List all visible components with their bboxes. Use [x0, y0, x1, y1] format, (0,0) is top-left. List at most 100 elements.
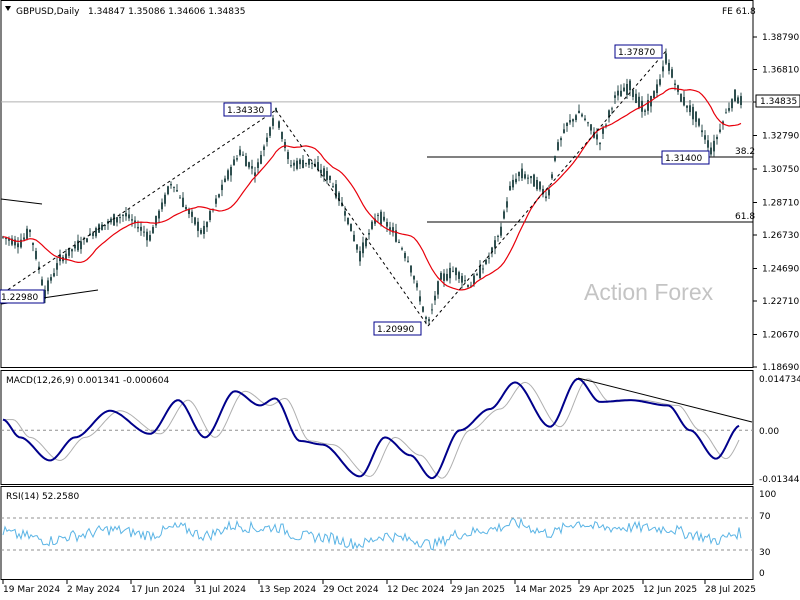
candle-body [290, 165, 292, 167]
price-candle [698, 117, 700, 128]
price-candle [203, 220, 205, 239]
price-candle [236, 154, 238, 162]
candle-body [584, 118, 586, 121]
price-candle [503, 209, 505, 220]
candle-body [701, 130, 703, 133]
candle-body [173, 186, 175, 188]
price-candle [263, 144, 265, 157]
candle-body [8, 238, 10, 241]
macd-tick-bottom: -0.013442 [759, 475, 800, 485]
price-candle [449, 262, 451, 284]
price-candle [242, 151, 244, 156]
candle-body [104, 224, 106, 226]
candle-body [308, 158, 310, 165]
candle-body [656, 84, 658, 94]
price-candle [272, 114, 274, 130]
candle-body [680, 93, 682, 102]
price-candle [164, 192, 166, 207]
candle-body [41, 279, 43, 286]
price-candle [14, 235, 16, 249]
dashed-trendline-1 [2, 109, 277, 294]
dashed-trendline-3 [427, 50, 667, 327]
candle-body [644, 110, 646, 112]
candle-body [332, 186, 334, 188]
candle-body [677, 85, 679, 92]
price-candle [206, 221, 208, 232]
candle-body [218, 194, 220, 198]
price-candle [608, 109, 610, 123]
rsi-tick-70: 70 [759, 512, 771, 522]
candle-body [710, 147, 712, 155]
candle-body [254, 172, 256, 177]
candle-body [260, 154, 262, 164]
price-candle [119, 213, 121, 224]
candle-body [698, 118, 700, 126]
price-candle [440, 271, 442, 281]
price-candle [305, 162, 307, 167]
price-candle [200, 227, 202, 235]
candle-body [68, 247, 70, 256]
candle-body [320, 169, 322, 174]
candle-body [149, 235, 151, 241]
candle-body [362, 242, 364, 254]
candle-body [446, 273, 448, 281]
x-tick-label: 31 Jul 2024 [195, 585, 246, 595]
price-candle [512, 174, 514, 191]
price-candle [620, 84, 622, 97]
price-plot [0, 48, 753, 327]
candle-body [524, 174, 526, 179]
collapse-arrow-icon[interactable] [5, 6, 11, 11]
svg-text:1.20990: 1.20990 [377, 325, 414, 335]
price-candle [524, 171, 526, 180]
candle-body [188, 209, 190, 215]
price-candle [335, 180, 337, 200]
candle-body [185, 207, 187, 210]
candle-body [257, 162, 259, 168]
macd-plot [1, 377, 753, 480]
price-candle [719, 123, 721, 134]
price-candle [53, 268, 55, 278]
candle-body [551, 174, 553, 179]
price-candle [80, 236, 82, 254]
candle-body [224, 178, 226, 182]
candle-body [101, 224, 103, 230]
price-candle [17, 237, 19, 254]
candle-body [398, 241, 400, 243]
candle-body [443, 273, 445, 281]
price-tick-label: 1.38790 [762, 33, 799, 43]
candle-body [542, 188, 544, 195]
candle-body [5, 237, 7, 240]
price-candle [728, 102, 730, 113]
candle-body [230, 166, 232, 176]
candle-body [689, 105, 691, 113]
price-tick-label: 1.30750 [762, 165, 799, 175]
candle-body [299, 159, 301, 165]
price-candle [521, 163, 523, 181]
price-candle [50, 274, 52, 284]
price-candle [638, 92, 640, 110]
price-candle [578, 104, 580, 114]
price-candle [572, 118, 574, 128]
rsi-title: RSI(14) 52.2580 [6, 492, 79, 502]
price-candle [605, 123, 607, 129]
price-candle [695, 111, 697, 128]
watermark-text: Action Forex [584, 279, 714, 305]
candle-body [182, 197, 184, 208]
price-candle [35, 247, 37, 261]
price-candle [107, 218, 109, 230]
candle-body [248, 162, 250, 168]
price-candle [704, 130, 706, 144]
candle-body [518, 172, 520, 177]
candle-body [197, 221, 199, 231]
price-candle [671, 66, 673, 79]
price-candle [299, 158, 301, 169]
price-candle [434, 290, 436, 305]
candle-body [386, 222, 388, 227]
svg-text:1.31400: 1.31400 [665, 154, 702, 164]
candle-body [392, 227, 394, 233]
price-candle [599, 142, 601, 151]
price-candle [464, 275, 466, 284]
candle-body [209, 211, 211, 221]
candle-body [110, 218, 112, 223]
candle-body [713, 140, 715, 152]
